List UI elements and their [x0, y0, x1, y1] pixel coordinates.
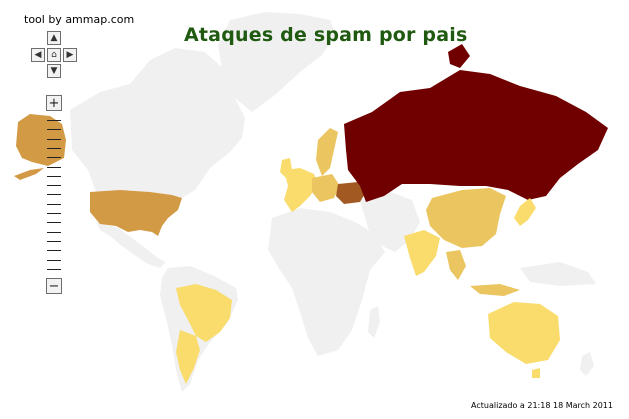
japan-shape[interactable] [514, 198, 536, 226]
greenland-shape[interactable] [218, 12, 335, 112]
arrow-down-icon: ▼ [50, 65, 58, 76]
pan-up-button[interactable]: ▲ [47, 31, 61, 45]
uk-shape[interactable] [280, 158, 292, 178]
scandinavia-shape[interactable] [316, 128, 338, 176]
ukraine-shape[interactable] [336, 182, 366, 204]
brazil-shape[interactable] [176, 284, 232, 342]
zoom-slider-tick[interactable] [47, 166, 61, 168]
zoom-slider-tick[interactable] [47, 203, 61, 205]
new-zealand-shape[interactable] [580, 352, 594, 376]
arrow-up-icon: ▲ [50, 32, 58, 43]
pan-left-button[interactable]: ◀ [31, 48, 45, 62]
central-europe-shape[interactable] [312, 174, 340, 202]
tasmania-shape[interactable] [532, 368, 540, 378]
western-europe-shape[interactable] [284, 168, 318, 212]
mexico-shape[interactable] [96, 222, 166, 268]
arrow-left-icon: ◀ [34, 49, 42, 60]
zoom-slider-tick[interactable] [47, 259, 61, 261]
alaska-shape[interactable] [16, 114, 66, 166]
india-shape[interactable] [404, 230, 440, 276]
home-button[interactable]: ⌂ [47, 48, 61, 62]
zoom-slider-tick[interactable] [47, 194, 61, 196]
zoom-slider-tick[interactable] [47, 231, 61, 233]
argentina-shape[interactable] [176, 330, 200, 384]
china-shape[interactable] [426, 188, 506, 248]
zoom-in-button[interactable]: + [46, 95, 62, 111]
zoom-slider-tick[interactable] [47, 129, 61, 131]
zoom-out-button[interactable]: − [46, 278, 62, 294]
zoom-slider-tick[interactable] [47, 268, 61, 270]
zoom-slider-tick[interactable] [47, 185, 61, 187]
zoom-slider-tick[interactable] [47, 120, 61, 121]
zoom-slider-tick[interactable] [47, 222, 61, 224]
zoom-slider-tick[interactable] [47, 250, 61, 252]
africa-shape[interactable] [268, 208, 385, 356]
zoom-slider-tick[interactable] [47, 175, 61, 177]
zoom-slider-tick[interactable] [47, 240, 61, 242]
russia-islands-shape[interactable] [448, 44, 470, 68]
aleutian-shape[interactable] [14, 168, 44, 180]
canada-shape[interactable] [70, 48, 245, 198]
arrow-right-icon: ▶ [66, 49, 74, 60]
russia-shape[interactable] [344, 70, 608, 202]
se-asia-islands-shape[interactable] [520, 262, 596, 286]
pan-down-button[interactable]: ▼ [47, 64, 61, 78]
zoom-slider-tick[interactable] [47, 157, 61, 159]
home-icon: ⌂ [51, 49, 57, 60]
se-asia-shape[interactable] [446, 250, 466, 280]
last-updated-text: Actualizado a 21:18 18 March 2011 [471, 401, 613, 410]
madagascar-shape[interactable] [368, 306, 380, 338]
zoom-slider-tick[interactable] [47, 138, 61, 140]
usa-shape[interactable] [90, 190, 182, 236]
map-title: Ataques de spam por pais [184, 24, 468, 46]
indonesia-shape[interactable] [470, 284, 520, 296]
credit-text[interactable]: tool by ammap.com [24, 13, 135, 26]
zoom-slider-tick[interactable] [47, 147, 61, 149]
zoom-slider-tick[interactable] [47, 213, 61, 214]
pan-right-button[interactable]: ▶ [63, 48, 77, 62]
australia-shape[interactable] [488, 302, 560, 364]
